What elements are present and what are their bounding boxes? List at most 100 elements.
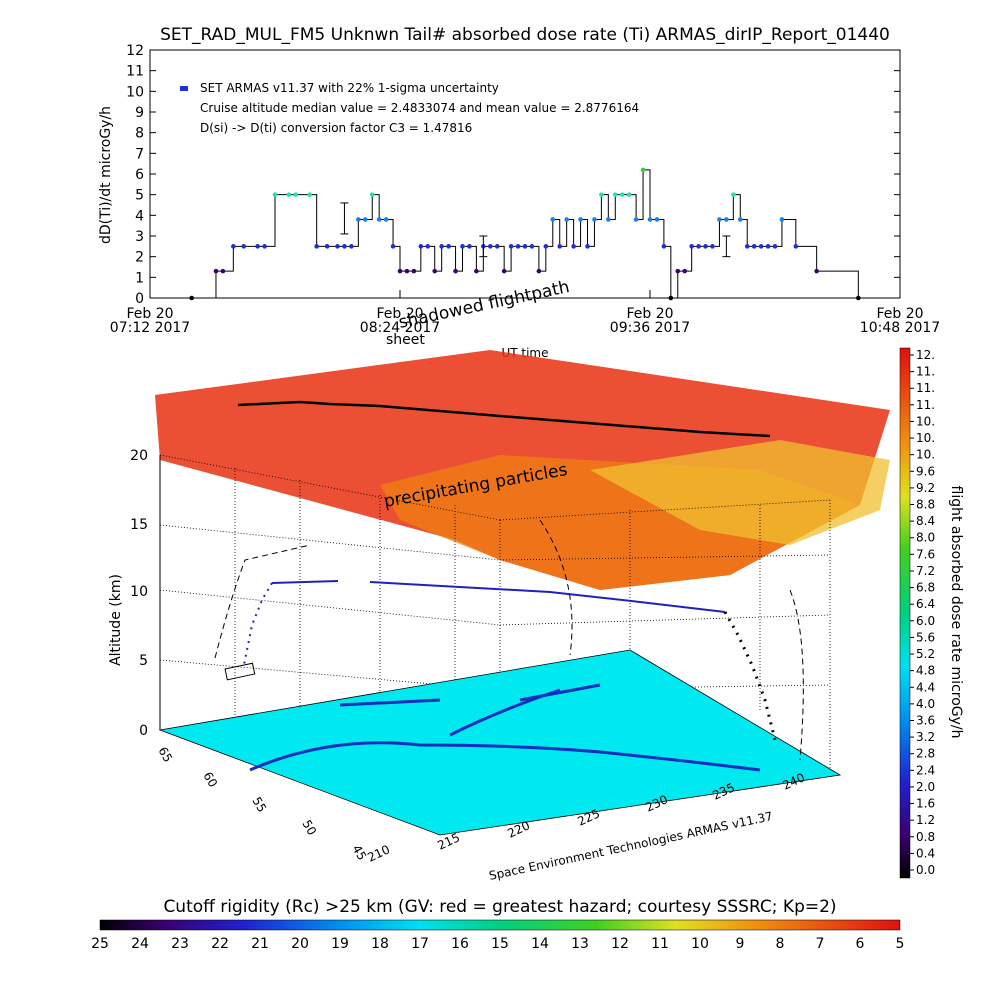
data-point <box>349 244 354 249</box>
dose-colorbar-tick-label: 2.0 <box>916 780 935 794</box>
data-point <box>425 244 431 249</box>
rigidity-colorbar-tick-label: 20 <box>291 936 309 952</box>
ts-x-tick-time: 09:36 2017 <box>610 320 690 336</box>
dose-colorbar-tick-label: 0.4 <box>916 846 935 860</box>
ts-x-tick-day: Feb 20 <box>626 306 673 322</box>
dose-colorbar-tick-label: 2.8 <box>916 747 935 761</box>
rigidity-colorbar-tick-label: 16 <box>451 936 469 952</box>
z-ticks: 0 5 10 15 20 <box>130 448 148 739</box>
dose-colorbar-tick-label: 4.8 <box>916 664 935 678</box>
data-point <box>383 217 389 222</box>
data-point <box>585 244 590 249</box>
dose-colorbar-tick-label: 5.2 <box>916 647 935 661</box>
data-point <box>557 244 563 249</box>
dose-colorbar-tick-label: 7.6 <box>916 547 935 561</box>
dose-colorbar-tick-label: 9.6 <box>916 464 935 478</box>
rigidity-colorbar-tick-label: 14 <box>531 936 549 952</box>
ts-y-tick-label: 0 <box>135 291 144 307</box>
data-point <box>220 268 226 274</box>
dose-colorbar-ticks: 12. 11. 11. 11. 10. 10. 10. 9.6 9.2 8.8 8.4 8.0 7.6 7… <box>910 348 935 877</box>
dose-colorbar-tick-label: 1.2 <box>916 813 935 827</box>
data-point <box>543 244 549 249</box>
ts-y-tick-label: 1 <box>135 270 144 286</box>
start-marker <box>224 662 256 681</box>
dose-colorbar-tick-label: 11. <box>916 381 935 395</box>
data-point <box>612 192 618 197</box>
data-point <box>241 244 247 249</box>
dose-colorbar-tick-label: 12. <box>916 348 935 362</box>
data-point <box>508 244 514 249</box>
data-point <box>397 268 403 274</box>
dose-colorbar-tick-label: 11. <box>916 398 935 412</box>
rigidity-colorbar-tick-label: 12 <box>611 936 629 952</box>
ts-y-tick-label: 6 <box>135 167 144 183</box>
data-point <box>307 192 313 197</box>
data-point <box>654 217 660 222</box>
shadowed-flightpath <box>237 400 771 438</box>
data-point <box>737 217 743 222</box>
ts-y-tick-label: 11 <box>126 64 144 80</box>
rigidity-colorbar-tick-label: 7 <box>816 936 825 952</box>
data-point <box>515 244 521 249</box>
data-point <box>682 268 688 274</box>
ts-y-tick-label: 10 <box>126 84 144 100</box>
z-axis-label: Altitude (km) <box>108 574 124 666</box>
dose-rate-colorbar: 12. 11. 11. 11. 10. 10. 10. 9.6 9.2 8.8 8.4 8.0 7.6 7… <box>899 347 964 879</box>
data-point <box>751 244 757 249</box>
rigidity-colorbar-tick-label: 19 <box>331 936 349 952</box>
data-point <box>446 244 451 249</box>
data-point <box>432 268 438 274</box>
dose-colorbar-tick-label: 6.0 <box>916 614 935 628</box>
lon-tick: 210 <box>365 842 392 864</box>
ts-x-tick-day: Feb 20 <box>376 306 423 322</box>
data-point <box>460 244 465 249</box>
dose-colorbar-tick-label: 1.6 <box>916 797 935 811</box>
data-point <box>522 244 528 249</box>
z-tick: 5 <box>139 653 148 669</box>
data-point <box>550 217 556 222</box>
data-point <box>467 244 472 249</box>
ts-y-tick-label: 4 <box>135 208 144 224</box>
data-point <box>293 192 299 197</box>
z-tick: 10 <box>130 584 148 600</box>
data-point <box>439 244 444 249</box>
data-point <box>668 295 674 301</box>
ts-x-tick-day: Feb 20 <box>876 306 923 322</box>
data-point <box>640 167 646 173</box>
data-point <box>487 244 493 249</box>
data-point <box>571 244 576 249</box>
rigidity-colorbar-tick-label: 22 <box>211 936 229 952</box>
data-point <box>189 295 194 301</box>
data-point <box>411 268 417 274</box>
data-point <box>231 244 236 249</box>
data-point <box>703 244 708 249</box>
data-point <box>724 217 729 222</box>
data-point <box>453 268 458 274</box>
dose-colorbar-tick-label: 10. <box>916 448 935 462</box>
legend-marker <box>180 86 188 91</box>
data-point <box>286 192 292 197</box>
z-tick: 0 <box>139 723 148 739</box>
dose-colorbar-tick-label: 7.2 <box>916 564 935 578</box>
rigidity-colorbar-tick-label: 18 <box>371 936 389 952</box>
data-point <box>592 217 597 222</box>
cruise-stats-note: Cruise altitude median value = 2.4833074… <box>200 101 639 115</box>
ts-y-tick-label: 7 <box>135 146 144 162</box>
flight-path-cruise <box>271 580 726 613</box>
sheet-label: sheet <box>386 332 425 348</box>
data-point <box>758 244 764 249</box>
dose-colorbar-tick-label: 8.0 <box>916 531 935 545</box>
rigidity-colorbar-tick-label: 10 <box>691 936 709 952</box>
flight-path-projection <box>214 519 804 761</box>
flight-3d-view: 0 5 10 15 20 Altitude (km) 65 60 55 50 4… <box>108 277 890 883</box>
data-point <box>661 244 667 249</box>
data-point <box>675 268 681 274</box>
ts-y-tick-label: 2 <box>135 250 144 266</box>
data-point <box>814 268 819 274</box>
data-point <box>356 217 361 222</box>
ts-y-tick-label: 8 <box>135 126 144 142</box>
ts-x-tick-time: 07:12 2017 <box>110 320 190 336</box>
data-point <box>262 244 267 249</box>
